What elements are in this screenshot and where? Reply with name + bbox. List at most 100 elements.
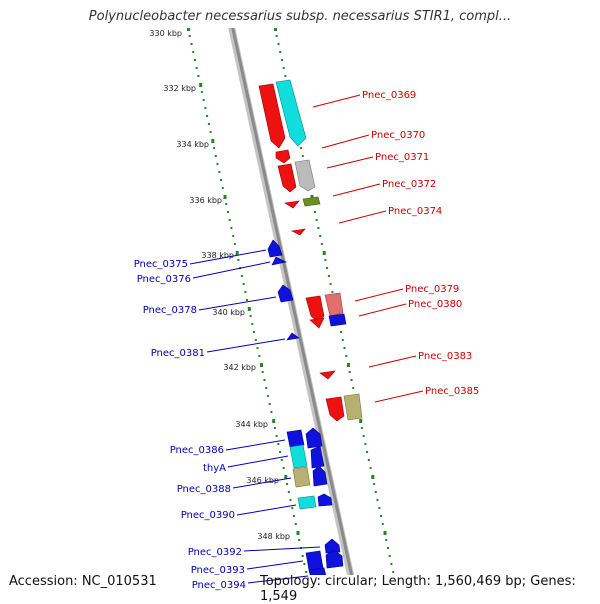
gene-pnec-0380[interactable] xyxy=(309,317,325,329)
gene-pnec-0388[interactable] xyxy=(312,465,328,487)
gene-pnec-0372-rna[interactable] xyxy=(302,196,321,207)
minor-tick xyxy=(280,459,283,461)
minor-tick xyxy=(282,467,285,469)
gene-pnec-0380-rev[interactable] xyxy=(328,313,347,327)
minor-tick xyxy=(329,283,332,285)
gene-pnec-0386-b[interactable] xyxy=(305,427,323,449)
minor-tick xyxy=(319,235,322,237)
leader-line xyxy=(326,156,374,169)
minor-tick xyxy=(194,59,196,61)
kbp-label: 344 kbp xyxy=(235,420,268,429)
gene-pnec-0376[interactable] xyxy=(271,256,287,266)
gene-pnec-0370[interactable] xyxy=(275,149,291,164)
minor-tick xyxy=(204,107,207,109)
gene-pnec-0388-cds[interactable] xyxy=(292,466,311,488)
leader-line xyxy=(332,183,381,197)
minor-tick xyxy=(254,339,257,341)
minor-tick xyxy=(277,43,280,45)
gene-label-pnec-0375[interactable]: Pnec_0375 xyxy=(134,259,188,270)
major-tick xyxy=(322,251,326,255)
minor-tick xyxy=(195,67,198,69)
major-tick xyxy=(296,531,300,535)
gene-label-pnec-0376[interactable]: Pnec_0376 xyxy=(137,274,191,285)
minor-tick xyxy=(275,435,278,437)
minor-tick xyxy=(240,275,243,277)
minor-tick xyxy=(317,227,320,229)
gene-pnec-0369-cds[interactable] xyxy=(275,79,307,147)
gene-pnec-0378[interactable] xyxy=(277,284,294,303)
gene-label-pnec-0372[interactable]: Pnec_0372 xyxy=(382,179,436,190)
gene-pnec-0390-cds[interactable] xyxy=(297,495,317,510)
gene-pnec-0371[interactable] xyxy=(277,163,297,193)
gene-label-pnec-0379[interactable]: Pnec_0379 xyxy=(405,284,459,295)
gene-pnec-0371-cds[interactable] xyxy=(294,159,316,192)
gene-thya[interactable] xyxy=(310,445,325,469)
gene-label-pnec-0371[interactable]: Pnec_0371 xyxy=(375,152,429,163)
gene-label-pnec-0388[interactable]: Pnec_0388 xyxy=(177,484,231,495)
gene-pnec-0369[interactable] xyxy=(258,83,286,149)
minor-tick xyxy=(202,99,205,101)
minor-tick xyxy=(263,379,266,381)
gene-pnec-0393-b[interactable] xyxy=(325,549,344,569)
gene-label-pnec-0378[interactable]: Pnec_0378 xyxy=(143,305,197,316)
minor-tick xyxy=(244,291,247,293)
kbp-label: 342 kbp xyxy=(223,363,256,372)
gene-label-pnec-0369[interactable]: Pnec_0369 xyxy=(362,90,416,101)
minor-tick xyxy=(188,35,191,37)
minor-tick xyxy=(305,571,308,573)
minor-tick xyxy=(268,403,271,405)
major-tick xyxy=(310,195,314,199)
gene-label-pnec-0383[interactable]: Pnec_0383 xyxy=(418,351,472,362)
minor-tick xyxy=(207,123,210,125)
gene-thya-cds[interactable] xyxy=(289,444,308,469)
minor-tick xyxy=(279,451,282,453)
minor-tick xyxy=(387,547,389,549)
gene-pnec-0393[interactable] xyxy=(305,550,324,571)
gene-label-pnec-0386[interactable]: Pnec_0386 xyxy=(170,445,224,456)
leader-line xyxy=(243,546,321,552)
gene-label-pnec-0385[interactable]: Pnec_0385 xyxy=(425,386,479,397)
major-tick xyxy=(347,363,350,367)
minor-tick xyxy=(192,51,195,53)
minor-tick xyxy=(249,315,252,317)
minor-tick xyxy=(320,243,323,245)
minor-tick xyxy=(385,539,388,541)
gene-label-pnec-0381[interactable]: Pnec_0381 xyxy=(151,348,205,359)
gene-pnec-0386[interactable] xyxy=(286,429,305,448)
minor-tick xyxy=(233,243,236,245)
minor-tick xyxy=(300,147,303,149)
gene-label-pnec-0394[interactable]: Pnec_0394 xyxy=(192,580,246,591)
gene-pnec-0394[interactable] xyxy=(308,567,327,578)
gene-pnec-0383[interactable] xyxy=(319,370,336,380)
gene-label-pnec-0380[interactable]: Pnec_0380 xyxy=(408,299,462,310)
major-tick xyxy=(359,419,363,423)
gene-label-pnec-0370[interactable]: Pnec_0370 xyxy=(371,130,425,141)
gene-pnec-0381[interactable] xyxy=(286,332,300,341)
gene-label-pnec-0392[interactable]: Pnec_0392 xyxy=(188,547,242,558)
gene-label-pnec-0390[interactable]: Pnec_0390 xyxy=(181,510,235,521)
minor-tick xyxy=(373,483,376,485)
gene-label-thya[interactable]: thyA xyxy=(203,463,226,474)
gene-pnec-0372[interactable] xyxy=(284,200,300,209)
gene-pnec-0385[interactable] xyxy=(325,396,345,422)
gene-label-pnec-0374[interactable]: Pnec_0374 xyxy=(388,206,442,217)
gene-label-pnec-0393[interactable]: Pnec_0393 xyxy=(191,565,245,576)
gene-pnec-0374[interactable] xyxy=(291,228,306,236)
minor-tick xyxy=(345,355,348,357)
leader-line xyxy=(358,303,407,317)
minor-tick xyxy=(315,219,318,221)
minor-tick xyxy=(376,499,379,501)
minor-tick xyxy=(369,467,372,469)
gene-pnec-0392[interactable] xyxy=(324,538,341,554)
kbp-labels: 330 kbp 332 kbp 334 kbp 336 kbp 338 kbp … xyxy=(149,29,290,541)
accession-label: Accession: NC_010531 xyxy=(9,574,157,589)
gene-pnec-0379-cds[interactable] xyxy=(324,292,344,317)
gene-pnec-0390[interactable] xyxy=(317,493,333,507)
major-tick xyxy=(284,475,288,479)
minor-tick xyxy=(275,35,278,37)
major-tick xyxy=(274,28,277,31)
gene-pnec-0375[interactable] xyxy=(267,239,283,258)
gene-pnec-0385-cds[interactable] xyxy=(343,393,363,421)
major-tick xyxy=(383,531,387,535)
